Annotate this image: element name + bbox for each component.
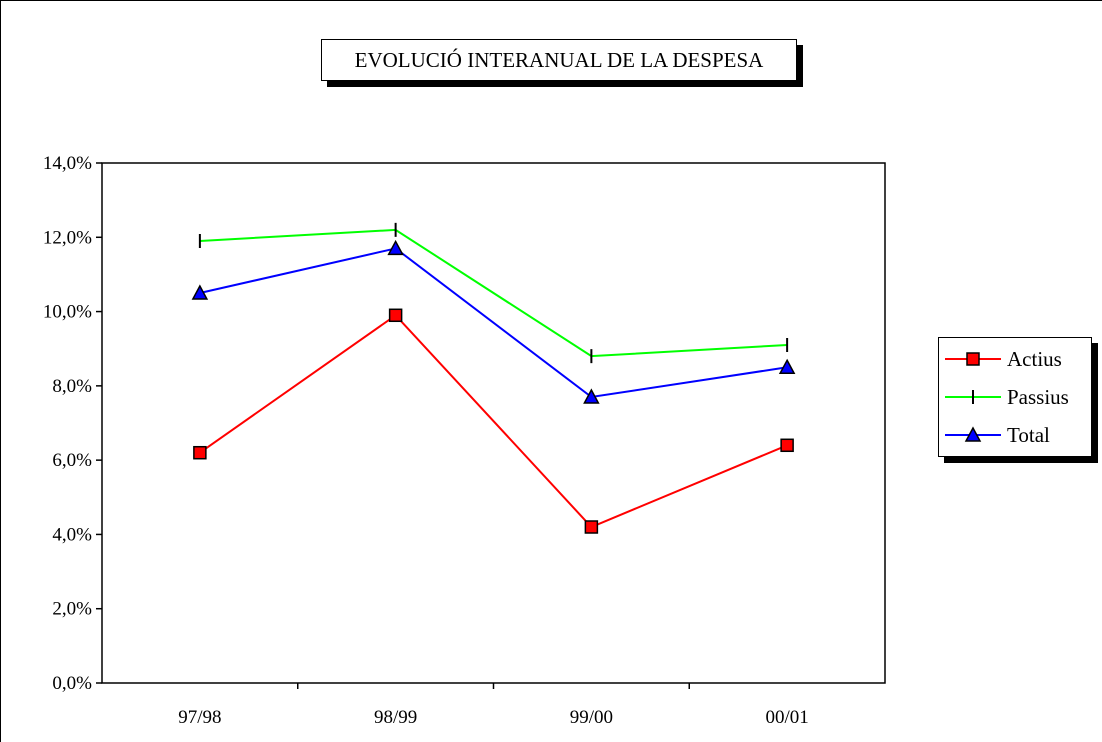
point-actius — [388, 308, 403, 323]
legend-item-passius: Passius — [939, 380, 1091, 414]
series-line-actius — [199, 313, 788, 529]
y-tick-label: 0,0% — [52, 673, 92, 694]
y-tick-label: 2,0% — [52, 599, 92, 620]
point-actius — [584, 520, 599, 534]
legend-label: Actius — [1007, 347, 1062, 371]
point-total — [387, 239, 404, 256]
point-total — [778, 358, 796, 375]
y-tick-label: 10,0% — [43, 302, 92, 323]
x-tick-label: 98/99 — [374, 707, 417, 728]
x-tick-label: 99/00 — [570, 707, 613, 728]
point-actius — [193, 445, 207, 460]
legend-item-total: Total — [939, 418, 1091, 452]
legend-label: Passius — [1007, 385, 1069, 409]
y-tick-label: 8,0% — [52, 376, 92, 397]
y-tick-label: 6,0% — [52, 450, 92, 471]
legend: Actius Passius Total — [938, 337, 1092, 457]
legend-key-passius — [945, 390, 1001, 404]
legend-key-actius — [945, 352, 1001, 366]
x-tick-label: 97/98 — [178, 707, 221, 728]
x-axis: 97/98 98/99 99/00 00/01 — [178, 683, 809, 728]
y-tick-label: 4,0% — [52, 524, 92, 545]
point-total — [583, 388, 600, 404]
legend-key-total — [945, 426, 1001, 442]
series-line-passius — [199, 228, 788, 358]
y-tick-label: 14,0% — [43, 153, 92, 174]
legend-item-actius: Actius — [939, 342, 1091, 376]
series-layer — [191, 222, 796, 534]
x-tick-label: 00/01 — [765, 707, 808, 728]
chart-title-box: EVOLUCIÓ INTERANUAL DE LA DESPESA — [321, 39, 797, 81]
series-line-total — [199, 247, 788, 399]
y-axis: 0,0% 2,0% 4,0% 6,0% 8,0% 10,0% 12,0% 14,0% — [43, 153, 102, 694]
chart-title: EVOLUCIÓ INTERANUAL DE LA DESPESA — [354, 47, 764, 72]
y-tick-label: 12,0% — [43, 227, 92, 248]
point-actius — [780, 438, 794, 453]
plot-area — [101, 162, 886, 684]
point-total — [191, 284, 209, 300]
legend-label: Total — [1007, 423, 1050, 447]
